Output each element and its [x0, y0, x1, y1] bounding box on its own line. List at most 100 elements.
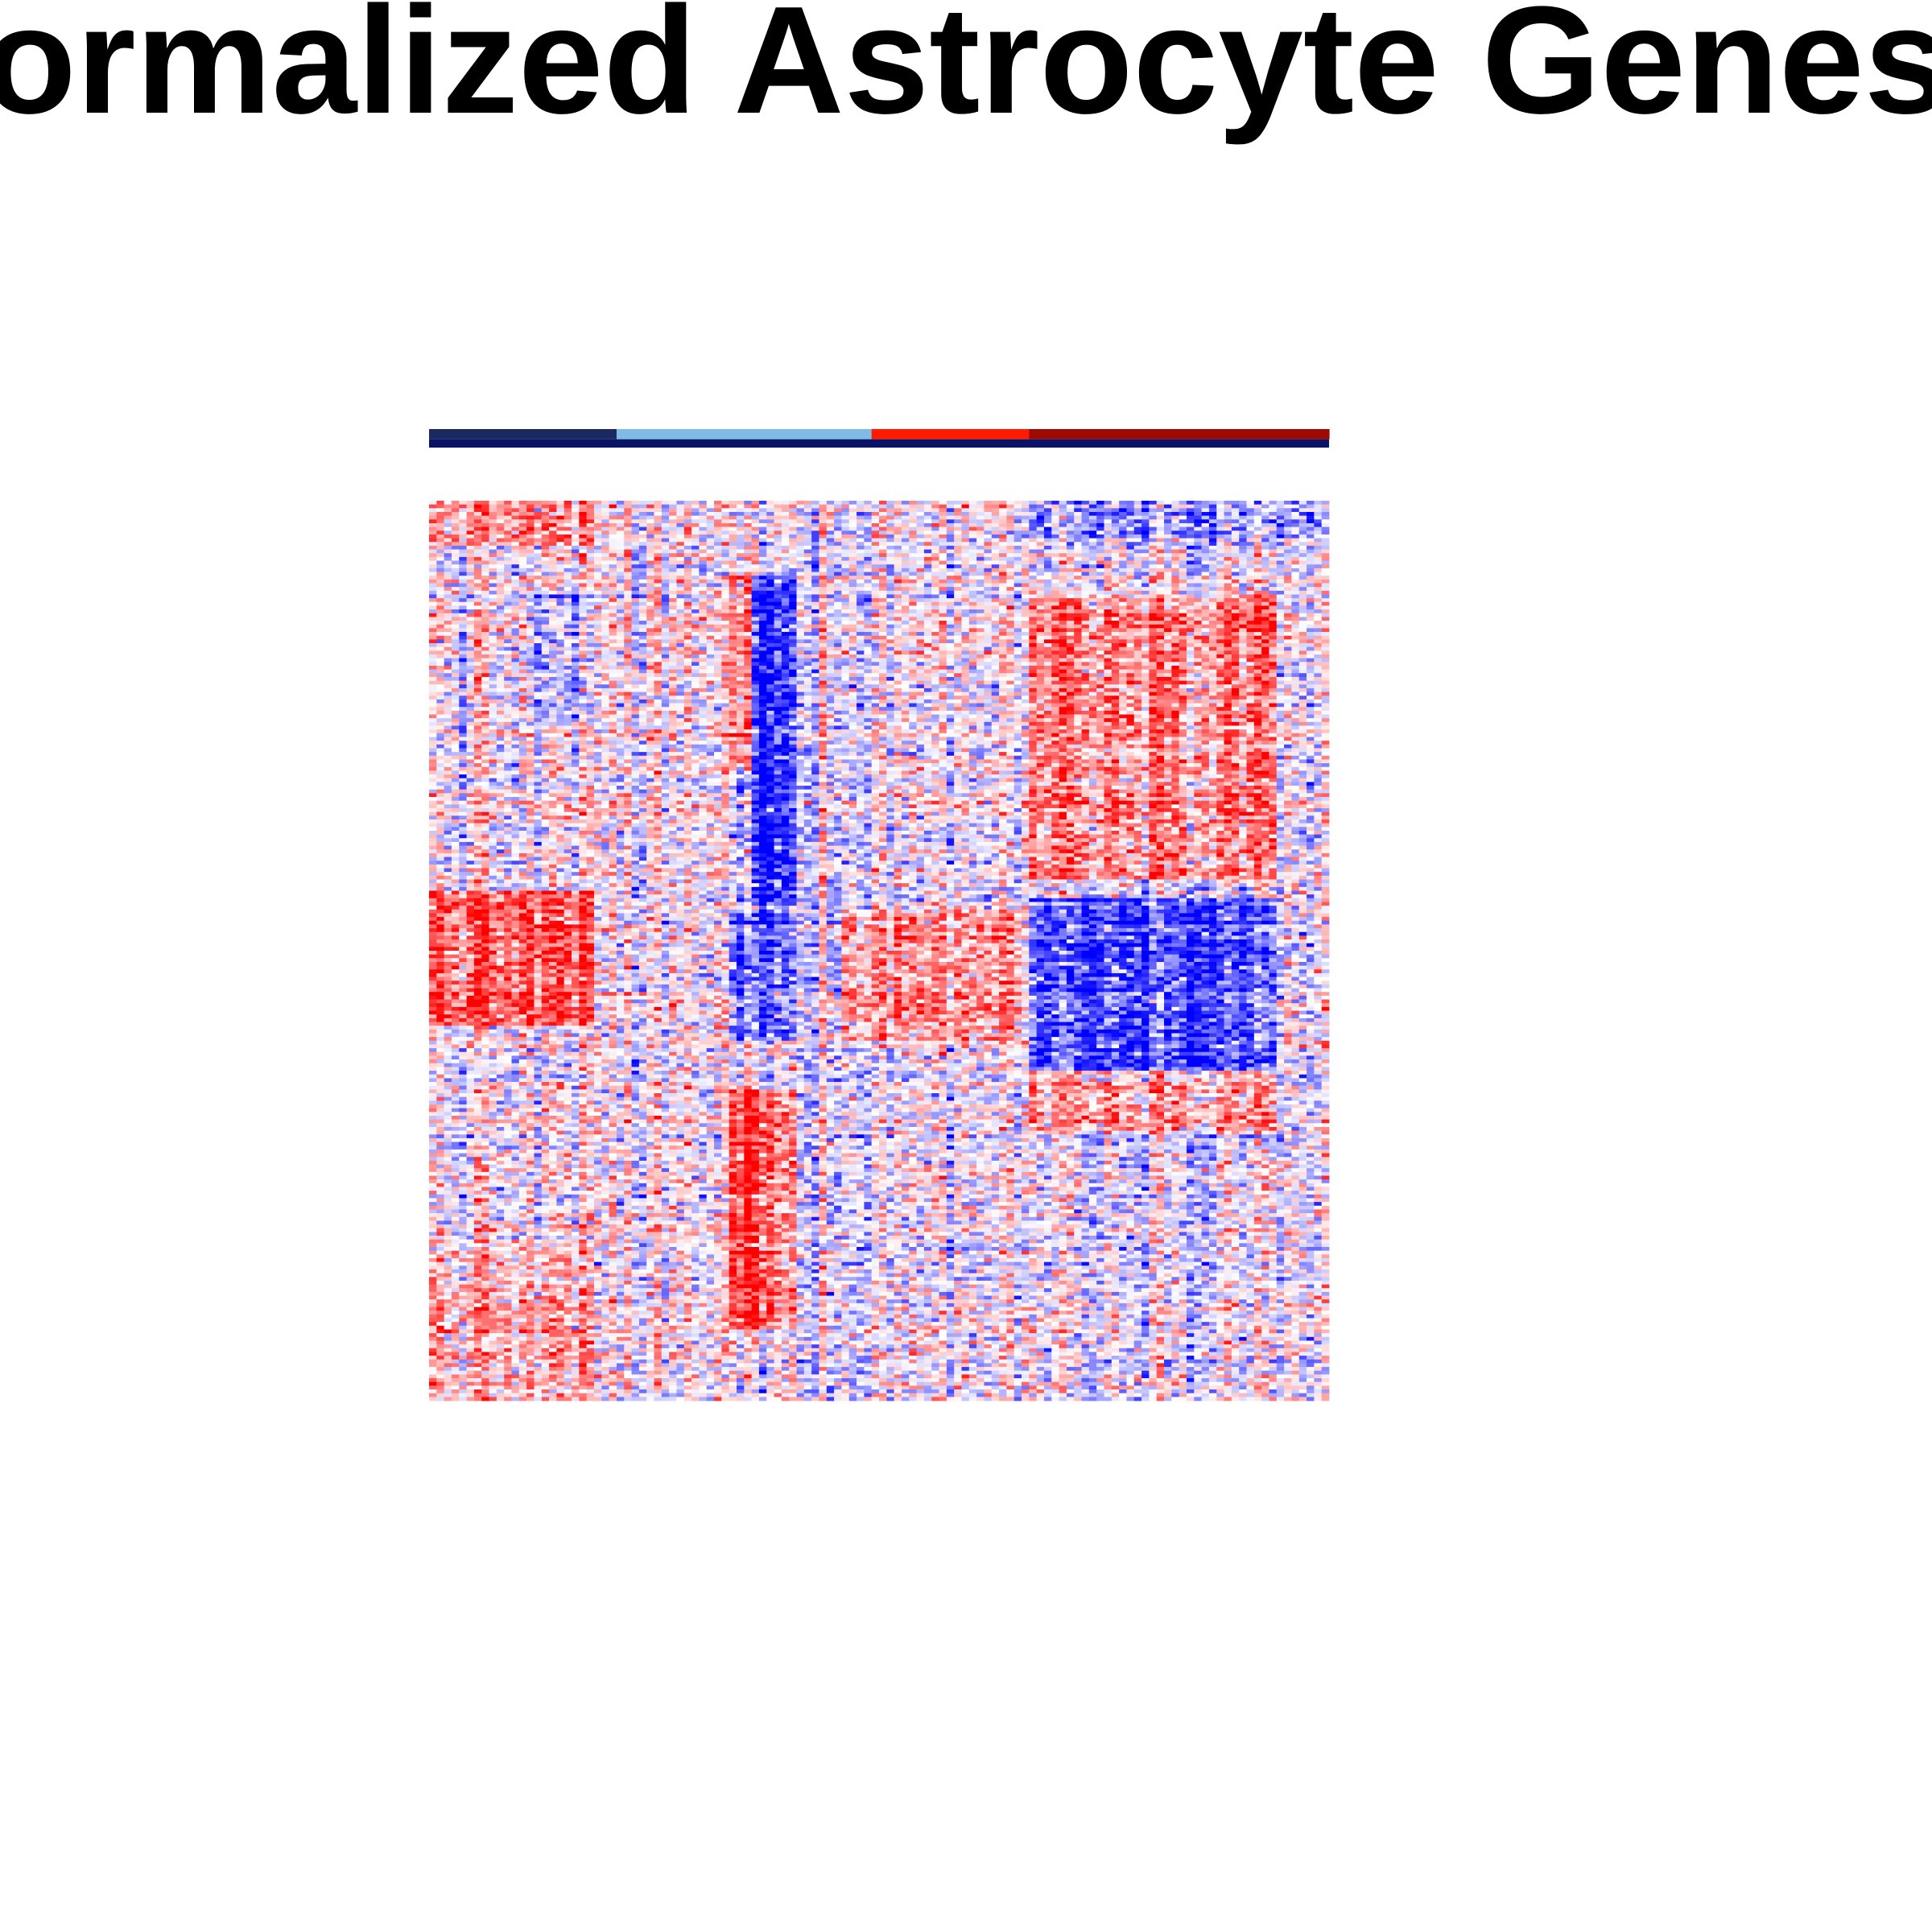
heatmap-cell [729, 560, 737, 565]
heatmap-cell [939, 621, 947, 625]
heatmap-cell [616, 617, 625, 621]
heatmap-cell [1074, 587, 1082, 592]
heatmap-cell [1171, 621, 1180, 625]
heatmap-cell [1036, 643, 1045, 648]
heatmap-cell [916, 617, 925, 621]
heatmap-cell [864, 624, 873, 629]
heatmap-cell [744, 609, 753, 614]
heatmap-cell [1013, 576, 1022, 580]
heatmap-cell [923, 542, 932, 547]
heatmap-cell [879, 650, 887, 655]
heatmap-cell [1321, 594, 1330, 599]
heatmap-cell [901, 590, 910, 595]
heatmap-cell [1126, 590, 1135, 595]
heatmap-cell [444, 560, 452, 565]
heatmap-cell [721, 613, 730, 617]
heatmap-cell [676, 501, 685, 506]
heatmap-cell [1321, 542, 1330, 547]
heatmap-cell [1179, 643, 1187, 648]
heatmap-cell [586, 501, 595, 506]
heatmap-cell [1186, 560, 1195, 565]
heatmap-cell [436, 628, 445, 633]
heatmap-cell [991, 587, 1000, 592]
heatmap-cell [774, 601, 782, 606]
heatmap-cell [954, 579, 962, 584]
heatmap-cell [518, 568, 527, 572]
heatmap-cell [1231, 515, 1240, 520]
heatmap-cell [1119, 515, 1127, 520]
heatmap-cell [736, 549, 745, 554]
heatmap-cell [586, 526, 595, 531]
heatmap-cell [1104, 556, 1113, 561]
heatmap-cell [1253, 542, 1262, 547]
heatmap-cell [534, 534, 543, 539]
heatmap-cell [841, 594, 850, 599]
heatmap-cell [819, 545, 828, 550]
heatmap-cell [444, 538, 452, 543]
heatmap-cell [999, 538, 1007, 543]
heatmap-cell [848, 568, 857, 572]
heatmap-cell [886, 605, 895, 610]
heatmap-cell [496, 504, 505, 509]
heatmap-cell [1239, 635, 1247, 640]
heatmap-cell [954, 568, 962, 572]
heatmap-cell [1224, 621, 1232, 625]
heatmap-cell [1126, 594, 1135, 599]
heatmap-cell [729, 617, 737, 621]
heatmap-cell [1179, 553, 1187, 558]
heatmap-cell [1314, 504, 1323, 509]
heatmap-cell [1111, 526, 1120, 531]
heatmap-cell [901, 643, 910, 648]
heatmap-cell [1194, 542, 1203, 547]
heatmap-cell [909, 601, 917, 606]
heatmap-cell [789, 609, 797, 614]
heatmap-cell [473, 530, 482, 535]
heatmap-cell [436, 564, 445, 569]
heatmap-cell [541, 515, 550, 520]
heatmap-cell [871, 572, 880, 576]
heatmap-cell [1036, 564, 1045, 569]
heatmap-cell [541, 560, 550, 565]
heatmap-cell [1036, 624, 1045, 629]
heatmap-cell [466, 583, 475, 588]
heatmap-cell [1141, 511, 1150, 517]
heatmap-cell [1133, 526, 1142, 531]
heatmap-cell [789, 549, 797, 554]
heatmap-cell [857, 538, 865, 543]
heatmap-cell [1224, 522, 1232, 528]
heatmap-cell [961, 542, 970, 547]
heatmap-cell [848, 576, 857, 580]
heatmap-cell [699, 534, 708, 539]
heatmap-cell [459, 556, 467, 561]
heatmap-cell [691, 542, 700, 547]
heatmap-cell [646, 549, 654, 554]
heatmap-cell [826, 601, 835, 606]
heatmap-cell [774, 564, 782, 569]
heatmap-cell [1081, 530, 1090, 535]
heatmap-cell [1284, 579, 1292, 584]
heatmap-cell [991, 613, 1000, 617]
heatmap-cell [1059, 519, 1067, 524]
heatmap-cell [1208, 534, 1217, 539]
heatmap-cell [541, 542, 550, 547]
heatmap-cell [781, 560, 790, 565]
heatmap-cell [1171, 650, 1180, 655]
heatmap-cell [534, 526, 543, 531]
heatmap-cell [841, 538, 850, 543]
heatmap-cell [564, 508, 572, 513]
heatmap-cell [601, 598, 609, 603]
heatmap-cell [556, 519, 565, 524]
heatmap-cell [811, 530, 819, 535]
heatmap-cell [781, 624, 790, 629]
heatmap-cell [1208, 617, 1217, 621]
heatmap-cell [1141, 643, 1150, 648]
heatmap-cell [1284, 624, 1292, 629]
heatmap-cell [429, 511, 437, 517]
heatmap-cell [1022, 560, 1030, 565]
heatmap-cell [631, 560, 640, 565]
heatmap-cell [1284, 639, 1292, 644]
heatmap-cell [504, 643, 512, 648]
heatmap-cell [683, 504, 692, 509]
heatmap-cell [586, 545, 595, 550]
heatmap-cell [593, 632, 602, 637]
